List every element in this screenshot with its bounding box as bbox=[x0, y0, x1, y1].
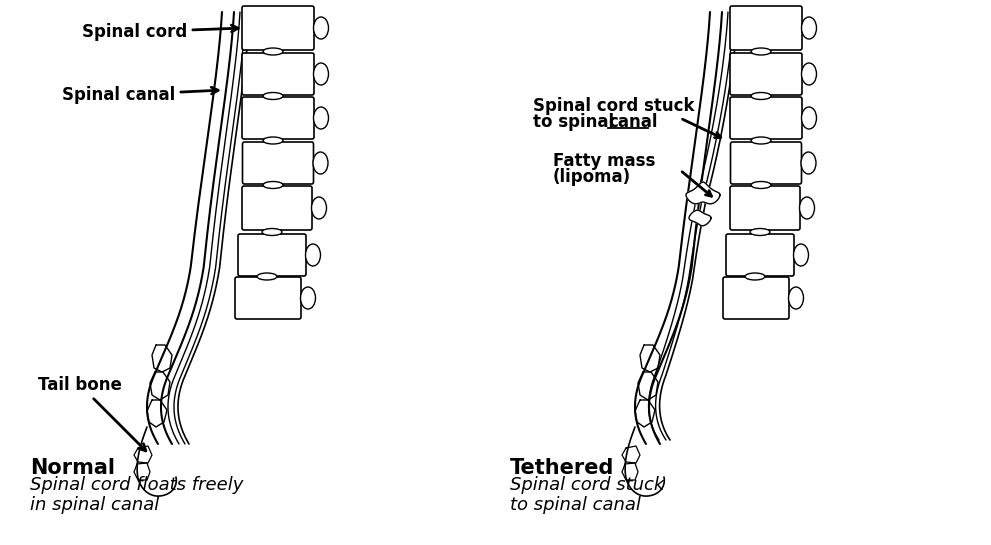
Ellipse shape bbox=[800, 197, 815, 219]
Ellipse shape bbox=[789, 287, 804, 309]
Polygon shape bbox=[640, 345, 660, 372]
Ellipse shape bbox=[313, 107, 328, 129]
Ellipse shape bbox=[313, 17, 328, 39]
Polygon shape bbox=[635, 400, 655, 427]
Polygon shape bbox=[147, 400, 167, 427]
Ellipse shape bbox=[313, 63, 328, 85]
FancyBboxPatch shape bbox=[726, 234, 794, 276]
Ellipse shape bbox=[263, 181, 283, 189]
Text: Spinal cord: Spinal cord bbox=[82, 23, 238, 41]
FancyBboxPatch shape bbox=[235, 277, 301, 319]
FancyBboxPatch shape bbox=[242, 6, 314, 50]
Polygon shape bbox=[622, 446, 640, 463]
Text: to spinal: to spinal bbox=[533, 113, 620, 131]
Ellipse shape bbox=[802, 17, 817, 39]
Polygon shape bbox=[134, 446, 152, 463]
Text: to spinal canal: to spinal canal bbox=[510, 496, 641, 514]
Ellipse shape bbox=[794, 244, 809, 266]
Polygon shape bbox=[150, 372, 170, 400]
Text: Spinal canal: Spinal canal bbox=[62, 86, 218, 104]
FancyBboxPatch shape bbox=[243, 142, 313, 184]
Ellipse shape bbox=[257, 273, 277, 280]
Polygon shape bbox=[152, 345, 172, 372]
Ellipse shape bbox=[263, 93, 283, 100]
Polygon shape bbox=[686, 182, 720, 204]
Ellipse shape bbox=[311, 197, 326, 219]
Ellipse shape bbox=[745, 273, 765, 280]
FancyBboxPatch shape bbox=[242, 186, 312, 230]
Polygon shape bbox=[638, 372, 658, 400]
Text: canal: canal bbox=[608, 113, 657, 131]
FancyBboxPatch shape bbox=[723, 277, 789, 319]
Polygon shape bbox=[622, 463, 638, 480]
Text: Tethered: Tethered bbox=[510, 458, 614, 478]
Text: Spinal cord floats freely: Spinal cord floats freely bbox=[30, 476, 244, 494]
Ellipse shape bbox=[313, 152, 328, 174]
Text: Normal: Normal bbox=[30, 458, 115, 478]
Ellipse shape bbox=[802, 107, 817, 129]
Ellipse shape bbox=[751, 93, 771, 100]
Polygon shape bbox=[689, 210, 711, 226]
Ellipse shape bbox=[751, 181, 771, 189]
FancyBboxPatch shape bbox=[730, 53, 802, 95]
Text: Spinal cord stuck: Spinal cord stuck bbox=[533, 97, 695, 115]
Ellipse shape bbox=[262, 228, 282, 235]
Polygon shape bbox=[134, 463, 150, 480]
FancyBboxPatch shape bbox=[238, 234, 306, 276]
Ellipse shape bbox=[751, 48, 771, 55]
Text: Tail bone: Tail bone bbox=[38, 376, 146, 451]
Ellipse shape bbox=[305, 244, 320, 266]
Ellipse shape bbox=[751, 137, 771, 144]
FancyBboxPatch shape bbox=[730, 186, 800, 230]
Text: in spinal canal: in spinal canal bbox=[30, 496, 160, 514]
FancyBboxPatch shape bbox=[242, 97, 314, 139]
FancyBboxPatch shape bbox=[730, 97, 802, 139]
FancyBboxPatch shape bbox=[730, 142, 802, 184]
Ellipse shape bbox=[263, 48, 283, 55]
Ellipse shape bbox=[750, 228, 770, 235]
Ellipse shape bbox=[300, 287, 315, 309]
Text: Fatty mass: Fatty mass bbox=[553, 152, 655, 170]
Ellipse shape bbox=[802, 63, 817, 85]
FancyBboxPatch shape bbox=[730, 6, 802, 50]
Text: Spinal cord stuck: Spinal cord stuck bbox=[510, 476, 664, 494]
FancyBboxPatch shape bbox=[242, 53, 314, 95]
Ellipse shape bbox=[263, 137, 283, 144]
Ellipse shape bbox=[801, 152, 816, 174]
Text: (lipoma): (lipoma) bbox=[553, 168, 631, 186]
